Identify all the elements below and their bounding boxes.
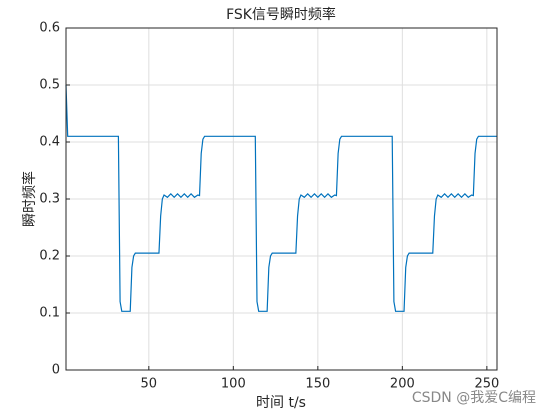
x-axis-label: 时间 t/s xyxy=(256,395,306,411)
x-tick-label: 250 xyxy=(474,377,499,392)
x-tick-label: 100 xyxy=(221,377,246,392)
y-axis-label: 瞬时频率 xyxy=(21,171,38,227)
y-tick-label: 0.1 xyxy=(39,306,60,321)
y-tick-label: 0.2 xyxy=(39,249,60,264)
y-tick-label: 0.4 xyxy=(39,135,60,150)
x-tick-label: 50 xyxy=(141,377,158,392)
data-line xyxy=(65,84,497,312)
chart-title: FSK信号瞬时频率 xyxy=(226,6,336,23)
y-tick-label: 0 xyxy=(52,363,60,378)
x-tick-label: 200 xyxy=(390,377,415,392)
axes-box xyxy=(65,27,498,371)
y-tick-label: 0.3 xyxy=(39,192,60,207)
y-tick-label: 0.6 xyxy=(39,21,60,36)
x-tick-label: 150 xyxy=(305,377,330,392)
watermark: CSDN @我爱C编程 xyxy=(412,390,536,406)
y-tick-label: 0.5 xyxy=(39,78,60,93)
